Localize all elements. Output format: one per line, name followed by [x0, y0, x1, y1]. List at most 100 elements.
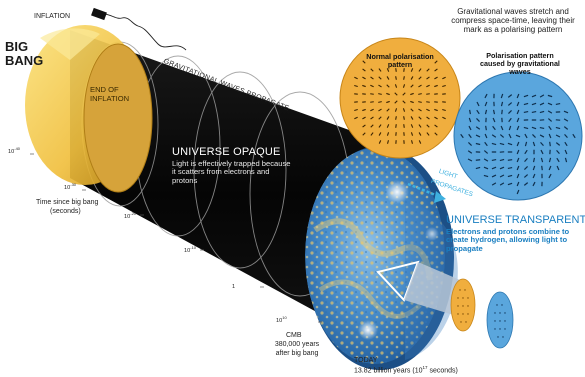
grav-polarisation-mark [540, 149, 544, 155]
grav-polarisation-mark [563, 110, 569, 114]
glow-2 [358, 320, 378, 340]
normal-polarisation-mark [362, 60, 366, 64]
normal-polarisation-mark [386, 92, 390, 96]
small-normal-disc-dots [457, 289, 469, 323]
normal-polarisation-mark [418, 84, 422, 88]
grav-polarisation-mark [539, 94, 545, 98]
inflation-wave-line [95, 13, 187, 51]
normal-polarisation-mark [418, 93, 422, 95]
grav-polarisation-mark [547, 102, 553, 106]
grav-polarisation-mark [484, 109, 488, 115]
normal-polarisation-mark [410, 116, 414, 120]
universe-opaque-body: Light is effectively trapped because it … [172, 159, 291, 185]
grav-polarisation-mark [508, 133, 512, 139]
grav-polarisation-mark [499, 182, 505, 186]
normal-polarisation-mark [354, 84, 358, 88]
grav-polarisation-mark [476, 117, 480, 123]
grav-polarisation-mark [491, 166, 497, 170]
normal-polarisation-mark [386, 84, 390, 88]
normal-polarisation-title: Normal polarisation pattern [366, 52, 434, 69]
cmb-label-2: 380,000 years [274, 341, 320, 348]
grav-polarisation-mark [484, 141, 488, 147]
normal-polarisation-mark [378, 116, 382, 120]
grav-polarisation-mark [507, 94, 513, 98]
grav-polarisation-mark [491, 182, 497, 186]
normal-polarisation-mark [370, 132, 374, 136]
normal-polarisation-mark [410, 76, 414, 80]
grav-polarisation-mark [516, 125, 520, 131]
grav-polarisation-mark [468, 117, 472, 123]
grav-polarisation-mark [476, 101, 480, 107]
normal-polarisation-disc [339, 37, 461, 159]
normal-polarisation-mark [378, 101, 382, 103]
grav-polarisation-mark [555, 102, 561, 106]
normal-polarisation-mark [442, 108, 446, 112]
grav-polarisation-mark [485, 125, 487, 131]
today-label-1: TODAY [354, 357, 378, 364]
normal-polarisation-mark [378, 140, 382, 144]
grav-polarisation-mark [532, 181, 536, 187]
big-bang-point [40, 28, 100, 60]
grav-polarisation-mark [483, 174, 489, 178]
grav-polarisation-mark [532, 157, 536, 163]
normal-polarisation-mark [386, 132, 390, 136]
normal-polarisation-mark [402, 92, 406, 96]
normal-polarisation-mark [370, 84, 374, 88]
grav-polarisation-mark [491, 134, 497, 138]
normal-polarisation-mark [386, 68, 390, 72]
normal-polarisation-mark [410, 84, 414, 88]
grav-polarisation-mark [507, 182, 513, 186]
normal-polarisation-mark [370, 76, 374, 80]
normal-polarisation-mark [410, 108, 414, 112]
normal-polarisation-mark [378, 132, 382, 136]
normal-polarisation-mark [426, 108, 430, 112]
grav-polarisation-mark [516, 189, 520, 195]
grav-polarisation-mark [563, 126, 569, 130]
grav-polarisation-mark [524, 157, 528, 163]
big-bang-label-line-2: BANG [5, 53, 44, 68]
normal-polarisation-mark [442, 76, 446, 80]
grav-polarisation-mark [523, 182, 529, 186]
grav-polarisation-mark [524, 133, 528, 139]
grav-polarisation-mark [548, 133, 552, 139]
grav-polarisation-mark [532, 165, 536, 171]
grav-polarisation-mark [516, 157, 520, 163]
grav-polarisation-mark [524, 149, 528, 155]
normal-polarisation-mark [434, 84, 438, 88]
normal-polarisation-mark [362, 76, 366, 80]
grav-polarisation-mark [539, 134, 545, 138]
grav-polarisation-mark [564, 149, 568, 155]
grav-polarisation-mark [564, 141, 568, 147]
grav-polarisation-mark [499, 158, 505, 162]
grav-polarisation-mark [531, 102, 537, 106]
inflation-wave-burst [91, 7, 107, 21]
grav-polarisation-mark [532, 134, 536, 138]
grav-polarisation-mark [499, 134, 505, 138]
normal-polarisation-mark [378, 93, 382, 95]
normal-polarisation-mark [434, 76, 438, 80]
normal-polarisation-mark [395, 76, 397, 80]
end-of-inflation-label-1: END OF [90, 85, 119, 94]
normal-polarisation-mark [362, 116, 366, 120]
normal-polarisation-mark [362, 132, 366, 136]
grav-polarisation-mark [508, 110, 512, 114]
normal-polarisation-mark [370, 68, 374, 72]
normal-polarisation-mark [370, 101, 374, 103]
grav-polarisation-mark [548, 125, 552, 131]
grav-polarisation-mark [516, 117, 520, 123]
grav-polarisation-mark [548, 157, 552, 163]
normal-polarisation-mark [354, 116, 358, 120]
grav-polarisation-mark [491, 158, 497, 162]
normal-polarisation-mark [418, 116, 422, 120]
normal-polarisation-mark [434, 108, 438, 112]
grav-polarisation-mark [491, 142, 497, 146]
grav-polarisation-mark [548, 173, 552, 179]
time-tick-1: 10-40 [8, 146, 21, 155]
grav-polarisation-mark [499, 142, 505, 146]
grav-polarisation-mark [460, 133, 464, 139]
time-tick-2: 10-30 [64, 182, 77, 191]
normal-polarisation-mark [370, 93, 374, 95]
normal-polarisation-mark [426, 124, 430, 128]
grav-polarisation-mark [467, 142, 473, 146]
